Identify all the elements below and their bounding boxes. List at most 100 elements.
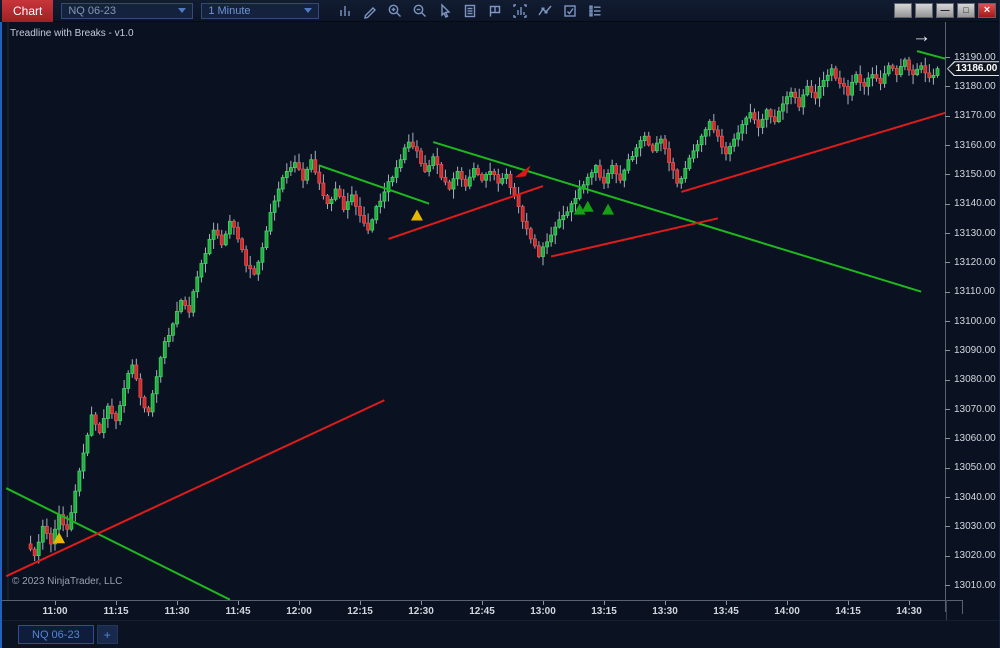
interval-dropdown[interactable]: 1 Minute: [201, 2, 320, 19]
instrument-value: NQ 06-23: [68, 4, 117, 17]
drawing-tools-button[interactable]: [359, 1, 381, 21]
axis-corner-grip[interactable]: [962, 600, 963, 614]
cursor-button[interactable]: [434, 1, 456, 21]
candle: [101, 418, 106, 433]
candle: [703, 129, 708, 137]
candle: [268, 212, 273, 232]
trendline-green[interactable]: [432, 141, 922, 293]
trendline-red[interactable]: [681, 111, 946, 193]
maximize-button[interactable]: □: [957, 3, 975, 18]
time-tick-label: 13:45: [713, 606, 739, 617]
zoom-in-icon: [388, 4, 402, 17]
pencil-icon: [364, 6, 377, 19]
candle: [423, 162, 428, 172]
candle: [53, 528, 57, 545]
instrument-dropdown[interactable]: NQ 06-23: [61, 2, 194, 19]
candle: [533, 238, 537, 247]
candle: [301, 168, 306, 181]
price-tick: [945, 174, 950, 176]
trend-lines-button[interactable]: [534, 1, 556, 21]
price-tick: [945, 321, 950, 322]
trendline-red[interactable]: [550, 217, 719, 258]
candle: [223, 233, 228, 246]
price-tick-label: 13100.00: [954, 315, 996, 327]
window-extra-button-1[interactable]: [894, 3, 912, 18]
window-left-border: [0, 22, 2, 648]
candle: [390, 176, 395, 183]
candle: [565, 211, 570, 216]
candle: [215, 229, 220, 236]
candle: [866, 77, 871, 87]
candle: [537, 245, 541, 257]
zoom-out-button[interactable]: [409, 1, 431, 21]
trendline-red[interactable]: [5, 399, 385, 578]
window-controls: — □ ×: [894, 3, 1000, 18]
candle: [911, 69, 915, 75]
chart-tab[interactable]: Chart: [2, 0, 54, 22]
trendline-green[interactable]: [5, 487, 231, 601]
chart-trader-button[interactable]: [484, 1, 506, 21]
candle: [760, 118, 765, 128]
candle: [744, 117, 749, 125]
add-tab-button[interactable]: +: [96, 625, 118, 644]
price-axis[interactable]: 13190.00 13180.00 13170.00 13160.00 13150.00…: [945, 22, 1000, 620]
candle: [716, 129, 720, 137]
candlestick-chart[interactable]: [0, 22, 950, 601]
chart-box-icon: [513, 3, 528, 18]
candle: [329, 198, 334, 205]
price-tick: [945, 262, 950, 264]
candle: [57, 514, 61, 530]
candle: [915, 68, 919, 75]
trendline-red[interactable]: [388, 185, 544, 240]
price-tick: [945, 379, 950, 381]
indicators-button[interactable]: [509, 1, 531, 21]
price-tick: [945, 203, 950, 205]
candle: [252, 268, 257, 275]
candle: [358, 205, 362, 216]
candle: [248, 264, 253, 270]
price-tick-label: 13120.00: [954, 256, 996, 268]
candle: [699, 135, 704, 146]
candle: [211, 229, 216, 240]
candle: [114, 413, 118, 422]
candle: [146, 407, 151, 413]
plus-icon: +: [103, 627, 111, 642]
candle: [183, 300, 188, 306]
candle: [321, 182, 326, 197]
close-button[interactable]: ×: [978, 3, 996, 18]
candle: [553, 226, 558, 236]
candle: [732, 138, 736, 147]
properties-button[interactable]: [584, 1, 606, 21]
time-tick-label: 12:00: [286, 606, 312, 617]
trendline-green[interactable]: [916, 50, 950, 61]
candle: [122, 388, 126, 407]
chevron-down-icon: [304, 8, 313, 13]
candle: [81, 452, 86, 472]
time-tick: [665, 601, 666, 605]
zoom-in-button[interactable]: [384, 1, 406, 21]
candle: [874, 74, 879, 79]
candle: [825, 74, 830, 81]
candle: [777, 110, 781, 122]
price-tick: [945, 409, 950, 410]
data-series-button[interactable]: [459, 1, 481, 21]
window-extra-button-2[interactable]: [915, 3, 933, 18]
candle: [785, 96, 789, 105]
time-axis[interactable]: 11:00 11:15 11:30 11:45 12:00 12:15 12:30 12:45…: [0, 600, 1000, 620]
minimize-button[interactable]: —: [936, 3, 954, 18]
instrument-tab[interactable]: NQ 06-23: [18, 625, 94, 644]
candle: [199, 263, 204, 278]
candle: [610, 165, 614, 174]
strategies-button[interactable]: [559, 1, 581, 21]
candle: [890, 65, 895, 69]
scroll-to-latest-icon[interactable]: →: [912, 26, 931, 47]
chart-style-button[interactable]: [334, 1, 356, 21]
candle: [903, 59, 907, 67]
chart-area[interactable]: Treadline with Breaks - v1.0 → © 2023 Ni…: [0, 22, 950, 601]
candle: [337, 188, 342, 197]
candle: [480, 174, 484, 181]
candle: [720, 135, 724, 148]
candle: [170, 323, 175, 336]
trendline-green[interactable]: [318, 164, 430, 205]
candle: [589, 172, 594, 178]
